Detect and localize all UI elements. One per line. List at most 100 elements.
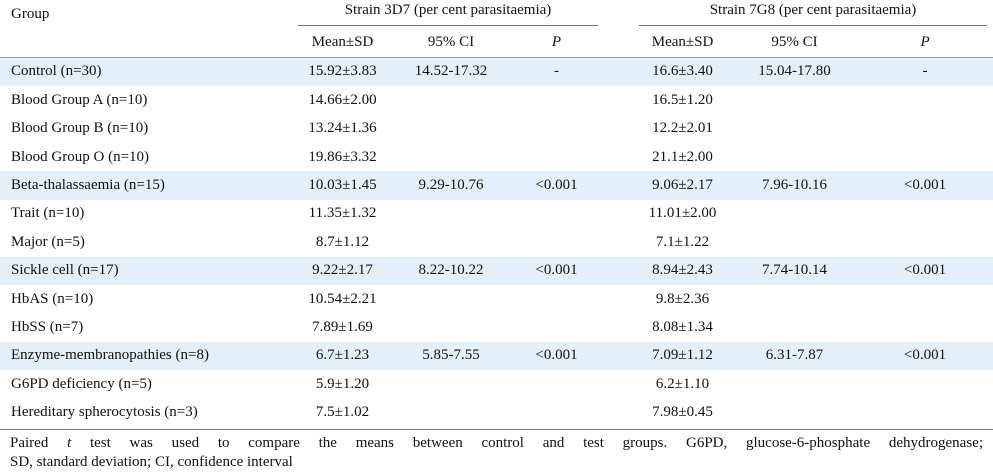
s1-p-cell bbox=[509, 115, 604, 143]
group-cell: Beta-thalassaemia (n=15) bbox=[0, 171, 292, 200]
s1-p-cell: <0.001 bbox=[509, 256, 605, 285]
group-column-header: Group bbox=[0, 0, 292, 29]
table-row: Blood Group A (n=10) 14.66±2.00 16.5±1.20 bbox=[0, 86, 993, 114]
s1-p-cell: - bbox=[509, 56, 605, 87]
s1-ci-cell bbox=[393, 313, 509, 341]
s1-ci-cell bbox=[393, 285, 509, 313]
s2-ci-cell bbox=[732, 285, 857, 313]
footnote-line-2: SD, standard deviation; CI, confidence i… bbox=[10, 454, 293, 470]
group-cell: Blood Group O (n=10) bbox=[11, 148, 150, 165]
s2-ci-cell bbox=[732, 313, 857, 341]
s2-p-cell bbox=[857, 86, 993, 114]
s2-ci-cell bbox=[732, 143, 857, 171]
s1-p-cell bbox=[509, 86, 604, 114]
header-row-strains: Group Strain 3D7 (per cent parasitaemia)… bbox=[0, 0, 993, 29]
s2-mean-cell: 8.94±2.43 bbox=[633, 256, 733, 285]
s2-mean-cell: 8.08±1.34 bbox=[652, 318, 713, 335]
s2-p-cell: <0.001 bbox=[857, 256, 993, 285]
s2-mean-cell: 7.1±1.22 bbox=[655, 233, 710, 250]
table-row: HbAS (n=10) 10.54±2.21 9.8±2.36 bbox=[0, 285, 993, 313]
s1-p-cell: <0.001 bbox=[509, 171, 605, 200]
group-cell: Blood Group B (n=10) bbox=[11, 120, 149, 137]
s1-ci-cell bbox=[393, 398, 509, 426]
group-cell: HbAS (n=10) bbox=[11, 290, 94, 307]
table-row: G6PD deficiency (n=5) 5.9±1.20 6.2±1.10 bbox=[0, 370, 993, 398]
table-row: Control (n=30) 15.92±3.83 14.52-17.32-16.6… bbox=[0, 56, 993, 87]
s2-mean-cell: 9.8±2.36 bbox=[655, 290, 710, 307]
table-row: Blood Group B (n=10) 13.24±1.36 12.2±2.01 bbox=[0, 115, 993, 143]
s2-p-cell bbox=[857, 115, 993, 143]
s1-p-cell bbox=[509, 370, 604, 398]
s1-p-cell bbox=[509, 398, 604, 426]
s1-mean-cell: 7.89±1.69 bbox=[312, 318, 373, 335]
s2-ci-cell: 7.74-10.14 bbox=[732, 256, 858, 285]
footnote-line-1: Paired t test was used to compare the me… bbox=[10, 435, 983, 451]
s2-p-cell bbox=[857, 228, 993, 256]
s1-p-cell bbox=[509, 313, 604, 341]
s1-p-cell bbox=[509, 200, 604, 228]
s2-mean-cell: 7.98±0.45 bbox=[652, 404, 713, 421]
s1-mean-cell: 10.03±1.45 bbox=[292, 171, 393, 200]
s2-p-cell bbox=[857, 370, 993, 398]
group-cell: Hereditary spherocytosis (n=3) bbox=[11, 404, 198, 421]
results-table: Group Strain 3D7 (per cent parasitaemia)… bbox=[0, 0, 993, 426]
s1-ci-cell: 5.85-7.55 bbox=[393, 341, 509, 371]
s1-mean-cell: 19.86±3.32 bbox=[308, 148, 377, 165]
s2-ci-cell bbox=[732, 86, 857, 114]
s1-p-cell: <0.001 bbox=[509, 341, 605, 371]
s2-p-cell bbox=[857, 285, 993, 313]
s1-mean-cell: 7.5±1.02 bbox=[315, 404, 370, 421]
table-row: Enzyme-membranopathies (n=8) 6.7±1.23 5.85… bbox=[0, 341, 993, 371]
header-row-stats: Mean±SD 95% CI P Mean±SD 95% CI P bbox=[0, 28, 993, 58]
table-row: Beta-thalassaemia (n=15) 10.03±1.45 9.29-1… bbox=[0, 171, 993, 200]
table-row: Trait (n=10) 11.35±1.32 11.01±2.00 bbox=[0, 200, 993, 228]
s2-mean-cell: 7.09±1.12 bbox=[633, 341, 733, 371]
s2-mean-cell: 21.1±2.00 bbox=[652, 148, 713, 165]
s2-mean-cell: 11.01±2.00 bbox=[648, 205, 717, 222]
group-cell: Enzyme-membranopathies (n=8) bbox=[0, 341, 292, 371]
group-cell: G6PD deficiency (n=5) bbox=[11, 375, 152, 392]
table-row: Blood Group O (n=10) 19.86±3.32 21.1±2.00 bbox=[0, 143, 993, 171]
s2-mean-cell: 9.06±2.17 bbox=[633, 171, 733, 200]
s1-p-cell bbox=[509, 143, 604, 171]
strain-7g8-header: Strain 7G8 (per cent parasitaemia) bbox=[633, 0, 993, 29]
s2-p-cell bbox=[857, 313, 993, 341]
s2-p-header: P bbox=[857, 28, 993, 58]
s1-mean-cell: 10.54±2.21 bbox=[308, 290, 377, 307]
table-row: Sickle cell (n=17) 9.22±2.17 8.22-10.22 <0.… bbox=[0, 256, 993, 285]
s1-ci-cell: 8.22-10.22 bbox=[393, 256, 509, 285]
table-row: Hereditary spherocytosis (n=3) 7.5±1.02 7.… bbox=[0, 398, 993, 426]
s2-ci-header: 95% CI bbox=[732, 28, 858, 58]
s1-ci-cell bbox=[393, 200, 509, 228]
s1-ci-cell bbox=[393, 115, 509, 143]
group-cell: Control (n=30) bbox=[0, 56, 292, 87]
s2-p-cell: <0.001 bbox=[857, 171, 993, 200]
s1-mean-cell: 15.92±3.83 bbox=[292, 56, 393, 87]
s1-mean-cell: 5.9±1.20 bbox=[315, 375, 370, 392]
s1-ci-cell bbox=[393, 86, 509, 114]
s1-ci-cell bbox=[393, 370, 509, 398]
s1-mean-cell: 6.7±1.23 bbox=[292, 341, 393, 371]
s2-mean-cell: 6.2±1.10 bbox=[655, 375, 710, 392]
s1-ci-cell bbox=[393, 228, 509, 256]
s1-mean-cell: 9.22±2.17 bbox=[292, 256, 393, 285]
s2-ci-cell bbox=[732, 370, 857, 398]
s1-p-cell bbox=[509, 228, 604, 256]
s2-ci-cell: 15.04-17.80 bbox=[732, 56, 858, 87]
s2-p-cell bbox=[857, 143, 993, 171]
group-cell: HbSS (n=7) bbox=[11, 318, 84, 335]
s2-p-cell: <0.001 bbox=[857, 341, 993, 371]
group-cell: Trait (n=10) bbox=[11, 205, 85, 222]
s2-p-cell: - bbox=[857, 56, 993, 87]
s2-ci-cell bbox=[732, 228, 857, 256]
s2-mean-header: Mean±SD bbox=[633, 28, 733, 58]
s2-mean-cell: 12.2±2.01 bbox=[652, 120, 713, 137]
s2-ci-cell: 7.96-10.16 bbox=[732, 171, 858, 200]
s2-p-cell bbox=[857, 200, 993, 228]
s1-ci-cell: 9.29-10.76 bbox=[393, 171, 509, 200]
s2-ci-cell bbox=[732, 115, 857, 143]
table-footnote: Paired t test was used to compare the me… bbox=[0, 429, 993, 476]
s1-p-cell bbox=[509, 285, 604, 313]
s1-ci-cell: 14.52-17.32 bbox=[393, 56, 509, 87]
